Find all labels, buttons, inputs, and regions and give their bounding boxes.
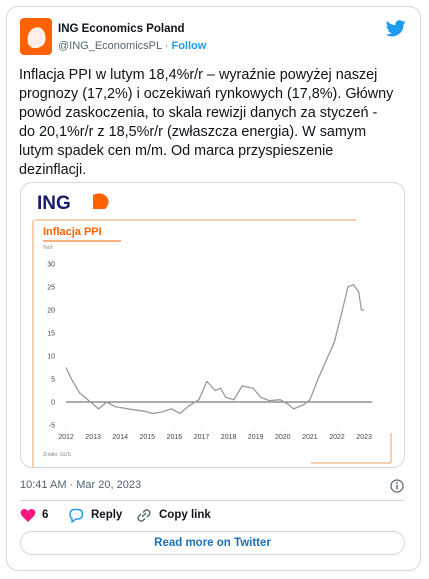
separator <box>20 500 405 501</box>
tweet-text-line: prognozy (17,2%) i oczekiwań rynkowych (… <box>19 86 394 102</box>
chart: ING Inflacja PPI %r/r Źródło: GUS -5 0 5 10… <box>32 193 392 467</box>
y-tick-label: 15 <box>47 331 55 338</box>
x-tick-label: 2018 <box>221 434 237 441</box>
timestamp[interactable]: 10:41 AM · Mar 20, 2023 <box>20 479 142 491</box>
reply-button[interactable]: Reply <box>91 509 123 521</box>
account-handle: @ING_EconomicsPL · Follow <box>58 40 207 52</box>
tweet-text-line: powód zaskoczenia, to skala rewizji dany… <box>19 105 378 121</box>
x-tick-label: 2023 <box>356 434 372 441</box>
y-tick-label: -5 <box>49 423 55 430</box>
info-icon[interactable] <box>390 479 404 493</box>
tweet-text-line: lutym spadek cen m/m. Od marca przyspies… <box>19 143 334 159</box>
twitter-logo[interactable] <box>386 20 406 37</box>
x-tick-label: 2022 <box>329 434 345 441</box>
reply-icon[interactable] <box>68 508 84 523</box>
x-tick-label: 2019 <box>248 434 264 441</box>
tweet-text-line: do 20,1%r/r z 18,5%r/r (zwłaszcza energi… <box>19 124 367 140</box>
x-tick-label: 2015 <box>140 434 156 441</box>
y-tick-label: 5 <box>51 377 55 384</box>
x-tick-label: 2017 <box>194 434 210 441</box>
heart-icon[interactable] <box>20 508 36 523</box>
tweet-image[interactable]: ING Inflacja PPI %r/r Źródło: GUS -5 0 5 10… <box>20 182 405 468</box>
x-tick-label: 2016 <box>167 434 183 441</box>
y-axis-label: %r/r <box>43 245 53 251</box>
x-tick-label: 2014 <box>112 434 128 441</box>
y-tick-label: 0 <box>51 400 55 407</box>
handle[interactable]: @ING_EconomicsPL <box>58 40 162 52</box>
tweet-text-line: dezinflacji. <box>19 162 87 178</box>
source: Źródło: GUS <box>43 451 71 458</box>
ing-logo: ING <box>37 193 71 214</box>
tweet-card <box>6 6 421 571</box>
y-tick-label: 30 <box>47 262 55 269</box>
link-icon[interactable] <box>136 508 152 523</box>
x-tick-label: 2012 <box>58 434 74 441</box>
y-tick-label: 10 <box>47 354 55 361</box>
follow-link[interactable]: Follow <box>171 40 207 52</box>
tweet-text-line: Inflacja PPI w lutym 18,4%r/r – wyraźnie… <box>19 67 378 83</box>
x-tick-label: 2013 <box>85 434 101 441</box>
chart-title: Inflacja PPI <box>43 226 102 238</box>
ppi-line <box>65 284 365 415</box>
y-tick-label: 20 <box>47 308 55 315</box>
y-tick-label: 25 <box>47 285 55 292</box>
copy-link-button[interactable]: Copy link <box>159 509 211 521</box>
like-count[interactable]: 6 <box>42 509 49 521</box>
x-tick-label: 2021 <box>302 434 318 441</box>
account-name[interactable]: ING Economics Poland <box>58 23 185 35</box>
lion-icon <box>93 193 109 209</box>
avatar <box>20 18 52 55</box>
tweet-text: Inflacja PPI w lutym 18,4%r/r – wyraźnie… <box>19 66 393 180</box>
read-more-button[interactable]: Read more on Twitter <box>20 531 405 555</box>
x-tick-label: 2020 <box>275 434 291 441</box>
